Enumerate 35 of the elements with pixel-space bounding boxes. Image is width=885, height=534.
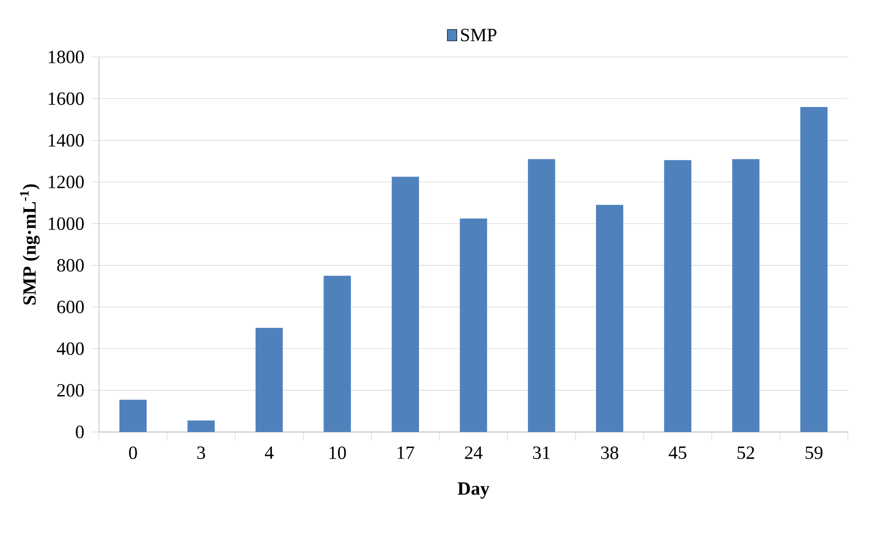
y-tick-label: 600 [57,300,84,314]
x-tick-label: 10 [330,446,346,460]
y-tick-label: 200 [57,384,84,397]
x-tick-label: 59 [806,446,822,460]
bar [664,160,692,432]
x-tick-label: 45 [668,446,686,459]
bar [732,159,760,432]
bar [187,420,215,432]
y-tick-label: 1800 [48,50,84,64]
y-tick-label: 800 [57,259,84,272]
legend-label: SMP [461,28,496,42]
y-tick-label: 0 [76,426,84,438]
x-axis-title: Day [458,482,490,499]
bar [528,159,556,432]
x-tick-label: 4 [264,446,274,459]
y-tick-label: 1200 [48,176,84,188]
x-tick-label: 38 [601,446,618,460]
bar [119,400,147,432]
bar [324,276,351,432]
bar [460,218,488,432]
x-tick-label: 3 [197,446,206,460]
y-tick-label: 400 [56,342,84,355]
x-tick-label: 52 [738,446,754,460]
y-tick-label: 1400 [48,134,84,147]
y-tick-label: 1600 [48,92,84,105]
bar [596,204,624,432]
bar [256,328,283,432]
x-tick-label: 24 [464,446,483,459]
x-tick-label: 31 [533,446,550,460]
y-tick-label: 1000 [48,217,84,230]
y-axis-title: SMP (ng·mL$^{-1}$) [20,184,40,304]
x-tick-label: 17 [398,446,414,459]
bar [392,176,419,432]
bar [800,106,828,432]
x-tick-label: 0 [129,446,137,460]
